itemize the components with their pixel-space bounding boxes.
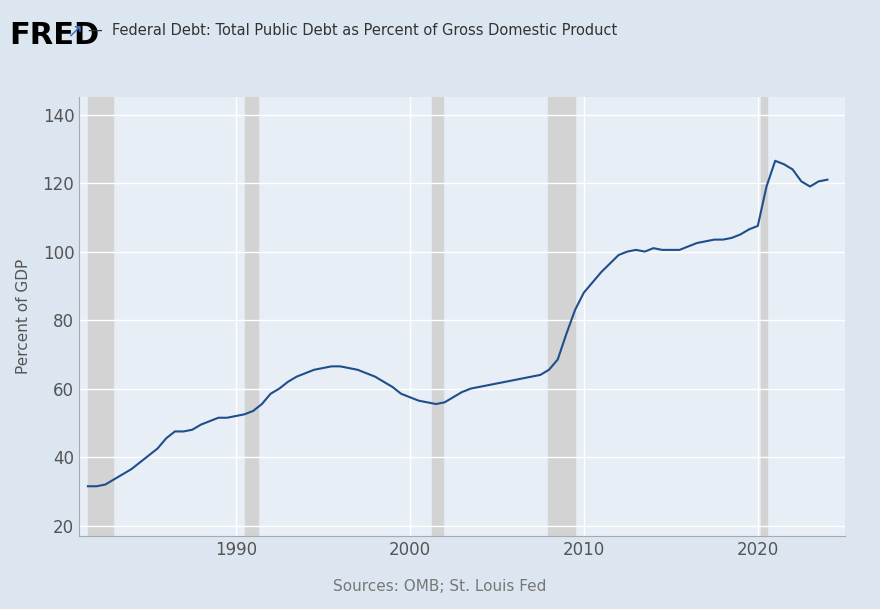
Bar bbox=[88, 97, 113, 536]
Bar bbox=[760, 97, 766, 536]
Y-axis label: Percent of GDP: Percent of GDP bbox=[17, 259, 32, 375]
Bar bbox=[547, 97, 576, 536]
Text: ↗: ↗ bbox=[66, 21, 83, 40]
Bar bbox=[245, 97, 258, 536]
Text: FRED: FRED bbox=[9, 21, 99, 51]
Text: —  Federal Debt: Total Public Debt as Percent of Gross Domestic Product: — Federal Debt: Total Public Debt as Per… bbox=[88, 23, 617, 38]
Text: Sources: OMB; St. Louis Fed: Sources: OMB; St. Louis Fed bbox=[334, 579, 546, 594]
Bar bbox=[431, 97, 444, 536]
